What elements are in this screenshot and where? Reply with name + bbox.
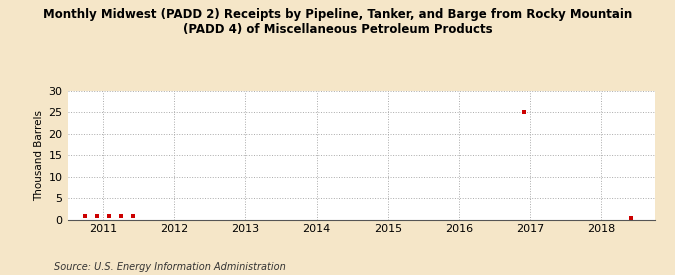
Text: Source: U.S. Energy Information Administration: Source: U.S. Energy Information Administ… [54,262,286,272]
Y-axis label: Thousand Barrels: Thousand Barrels [34,110,45,201]
Text: Monthly Midwest (PADD 2) Receipts by Pipeline, Tanker, and Barge from Rocky Moun: Monthly Midwest (PADD 2) Receipts by Pip… [43,8,632,36]
